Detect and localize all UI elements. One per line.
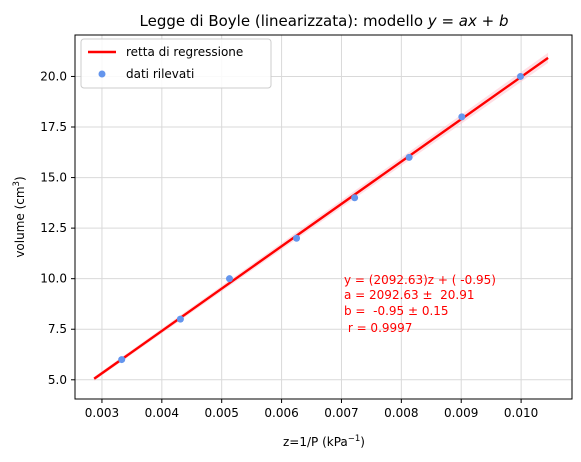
legend: retta di regressione dati rilevati [80,38,272,89]
y-tick-label: 15.0 [40,171,67,185]
y-tick-label: 5.0 [48,373,67,387]
x-tick-label: 0.010 [504,406,538,420]
annotation-line-b: b = -0.95 ± 0.15 [344,304,449,318]
plot-frame [74,34,573,400]
y-axis-ticks: 5.0 7.5 10.0 12.5 15.0 17.5 20.0 [40,69,75,387]
annotation-line-equation: y = (2092.63)z + ( -0.95) [344,273,496,287]
x-tick-label: 0.004 [145,406,179,420]
legend-label-data: dati rilevati [126,67,194,81]
annotation-line-r: r = 0.9997 [344,321,412,335]
y-tick-label: 7.5 [48,322,67,336]
data-point [118,356,126,364]
y-axis-label: volume (cm3) [12,176,27,257]
chart-title: Legge di Boyle (linearizzata): modello y… [140,12,509,30]
y-tick-label: 10.0 [40,272,67,286]
regression-annotation: y = (2092.63)z + ( -0.95) a = 2092.63 ± … [344,273,496,335]
x-tick-label: 0.005 [205,406,239,420]
data-point [458,113,466,121]
data-point [351,194,359,202]
x-tick-label: 0.007 [324,406,358,420]
data-point [176,315,184,323]
y-tick-label: 20.0 [40,69,67,83]
data-point [293,234,301,242]
legend-label-regression: retta di regressione [126,45,243,59]
x-tick-label: 0.006 [264,406,298,420]
regression-line-layer [93,56,549,380]
grid-lines [75,35,572,399]
x-tick-label: 0.003 [85,406,119,420]
regression-line [93,56,549,380]
x-tick-label: 0.008 [384,406,418,420]
x-axis-label: z=1/P (kPa−1) [283,434,365,449]
data-point [517,72,525,80]
y-tick-label: 17.5 [40,120,67,134]
legend-point-swatch [98,70,106,78]
x-tick-label: 0.009 [444,406,478,420]
annotation-line-a: a = 2092.63 ± 20.91 [344,288,475,302]
x-axis-ticks: 0.003 0.004 0.005 0.006 0.007 0.008 0.009 0.010 [85,399,538,420]
y-tick-label: 12.5 [40,221,67,235]
data-point [225,275,233,283]
data-point [405,153,413,161]
legend-box [80,38,272,89]
data-points [118,72,525,364]
